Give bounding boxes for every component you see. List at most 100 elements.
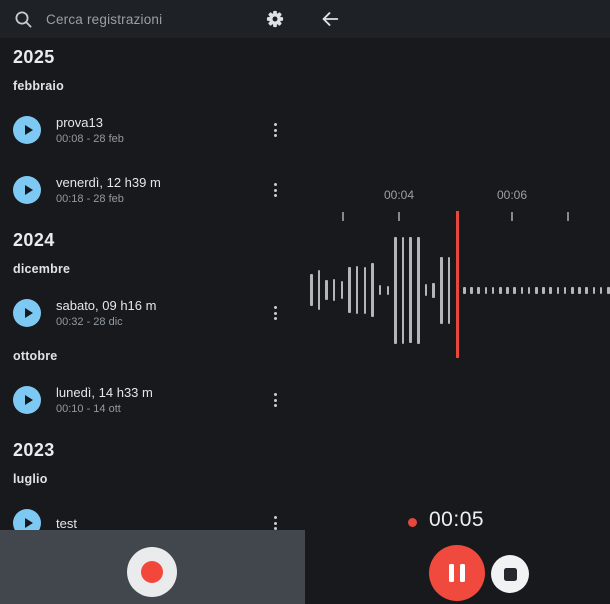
recording-title: lunedì, 14 h33 m (56, 384, 153, 400)
timeline-label: 00:06 (496, 188, 528, 202)
month-header: dicembre (13, 262, 71, 276)
play-icon (24, 185, 33, 195)
play-button[interactable] (13, 116, 41, 144)
waveform-dash (477, 286, 480, 294)
settings-button[interactable] (258, 0, 292, 38)
stop-icon (503, 567, 517, 581)
bottom-bar (0, 530, 305, 604)
more-options-icon[interactable] (270, 512, 281, 534)
waveform-dash (513, 286, 516, 294)
year-section: 2025 febbraio prova13 00:08 - 28 feb vene… (13, 48, 291, 213)
recording-title: prova13 (56, 114, 103, 130)
more-options-icon[interactable] (270, 389, 281, 411)
month-header: febbraio (13, 79, 64, 93)
recording-item[interactable]: prova13 00:08 - 28 feb (13, 107, 291, 153)
waveform-bar (348, 267, 351, 313)
waveform-dash (571, 286, 574, 294)
recording-item[interactable]: lunedì, 14 h33 m 00:10 - 14 ott (13, 377, 291, 423)
waveform-bar (340, 281, 344, 299)
play-button[interactable] (13, 176, 41, 204)
recording-info: lunedì, 14 h33 m 00:10 - 14 ott (56, 386, 153, 415)
waveform-bar (363, 266, 367, 314)
recording-info: venerdì, 12 h39 m 00:18 - 28 feb (56, 176, 161, 205)
pause-button[interactable] (429, 545, 485, 601)
waveform-dash (563, 286, 567, 294)
recording-meta: 00:32 - 28 dic (56, 315, 123, 328)
play-button[interactable] (13, 299, 41, 327)
waveform-bar (447, 256, 451, 324)
record-icon (141, 561, 163, 583)
waveform-bar (332, 279, 336, 301)
recording-meta: 00:10 - 14 ott (56, 402, 121, 415)
waveform-bar (310, 274, 313, 306)
waveform-dash (599, 286, 603, 294)
waveform-bar (378, 285, 382, 295)
top-bar: Cerca registrazioni (0, 0, 610, 38)
year-header: 2025 (13, 47, 55, 67)
play-icon (24, 125, 33, 135)
waveform-dash (535, 286, 538, 294)
recording-meta: 00:18 - 28 feb (56, 192, 124, 205)
month-header: ottobre (13, 349, 58, 363)
recording-title: venerdì, 12 h39 m (56, 174, 161, 190)
back-button[interactable] (313, 0, 347, 38)
waveform-dash (592, 286, 596, 294)
search-placeholder-text: Cerca registrazioni (46, 11, 163, 27)
play-button[interactable] (13, 386, 41, 414)
waveform-dash (585, 286, 588, 294)
waveform-dash (463, 286, 466, 294)
waveform-dash (484, 286, 488, 294)
waveform-bar (394, 236, 397, 344)
more-options-icon[interactable] (270, 119, 281, 141)
recording-info: prova13 00:08 - 28 feb (56, 116, 124, 145)
timeline-label: 00:04 (383, 188, 415, 202)
waveform-bar (417, 236, 420, 344)
recording-info: test (56, 517, 77, 530)
waveform-dash (499, 286, 502, 294)
waveform-dash (607, 286, 610, 294)
waveform-dash (542, 286, 545, 294)
recordings-list: 2025 febbraio prova13 00:08 - 28 feb vene… (0, 38, 305, 546)
back-arrow-icon (319, 8, 341, 30)
waveform-dash (520, 286, 524, 294)
pause-icon (449, 564, 454, 582)
play-icon (24, 308, 33, 318)
recording-item[interactable]: sabato, 09 h16 m 00:32 - 28 dic (13, 290, 291, 336)
waveform-dash (491, 286, 495, 294)
more-options-icon[interactable] (270, 302, 281, 324)
timeline-tick (511, 212, 513, 221)
timeline-tick (342, 212, 344, 221)
waveform-dash (527, 286, 531, 294)
recording-meta: 00:08 - 28 feb (56, 132, 124, 145)
year-header: 2023 (13, 440, 55, 460)
stop-button[interactable] (491, 555, 529, 593)
waveform-bar (355, 266, 359, 314)
waveform-dash (578, 286, 581, 294)
waveform-dash (549, 286, 552, 294)
play-icon (24, 518, 33, 528)
waveform-bar (386, 285, 389, 295)
recording-item[interactable]: venerdì, 12 h39 m 00:18 - 28 feb (13, 167, 291, 213)
waveform-dash (556, 286, 560, 294)
timeline-tick (567, 212, 569, 221)
year-header: 2024 (13, 230, 55, 250)
record-button[interactable] (127, 547, 177, 597)
waveform-dash (506, 286, 509, 294)
recording-title: sabato, 09 h16 m (56, 297, 157, 313)
waveform-bar (317, 270, 321, 310)
recording-indicator-dot (408, 518, 417, 527)
gear-icon (264, 8, 286, 30)
recording-title: test (56, 515, 77, 531)
search-field[interactable]: Cerca registrazioni (14, 0, 162, 38)
waveform-bar (424, 284, 428, 296)
play-icon (24, 395, 33, 405)
year-section: 2024 dicembre sabato, 09 h16 m 00:32 - 28… (13, 231, 291, 423)
waveform-bar (325, 280, 328, 300)
waveform-bar (432, 282, 435, 298)
more-options-icon[interactable] (270, 179, 281, 201)
timeline-tick (398, 212, 400, 221)
month-header: luglio (13, 472, 48, 486)
waveform-dash (470, 286, 473, 294)
waveform-bar (440, 256, 443, 324)
